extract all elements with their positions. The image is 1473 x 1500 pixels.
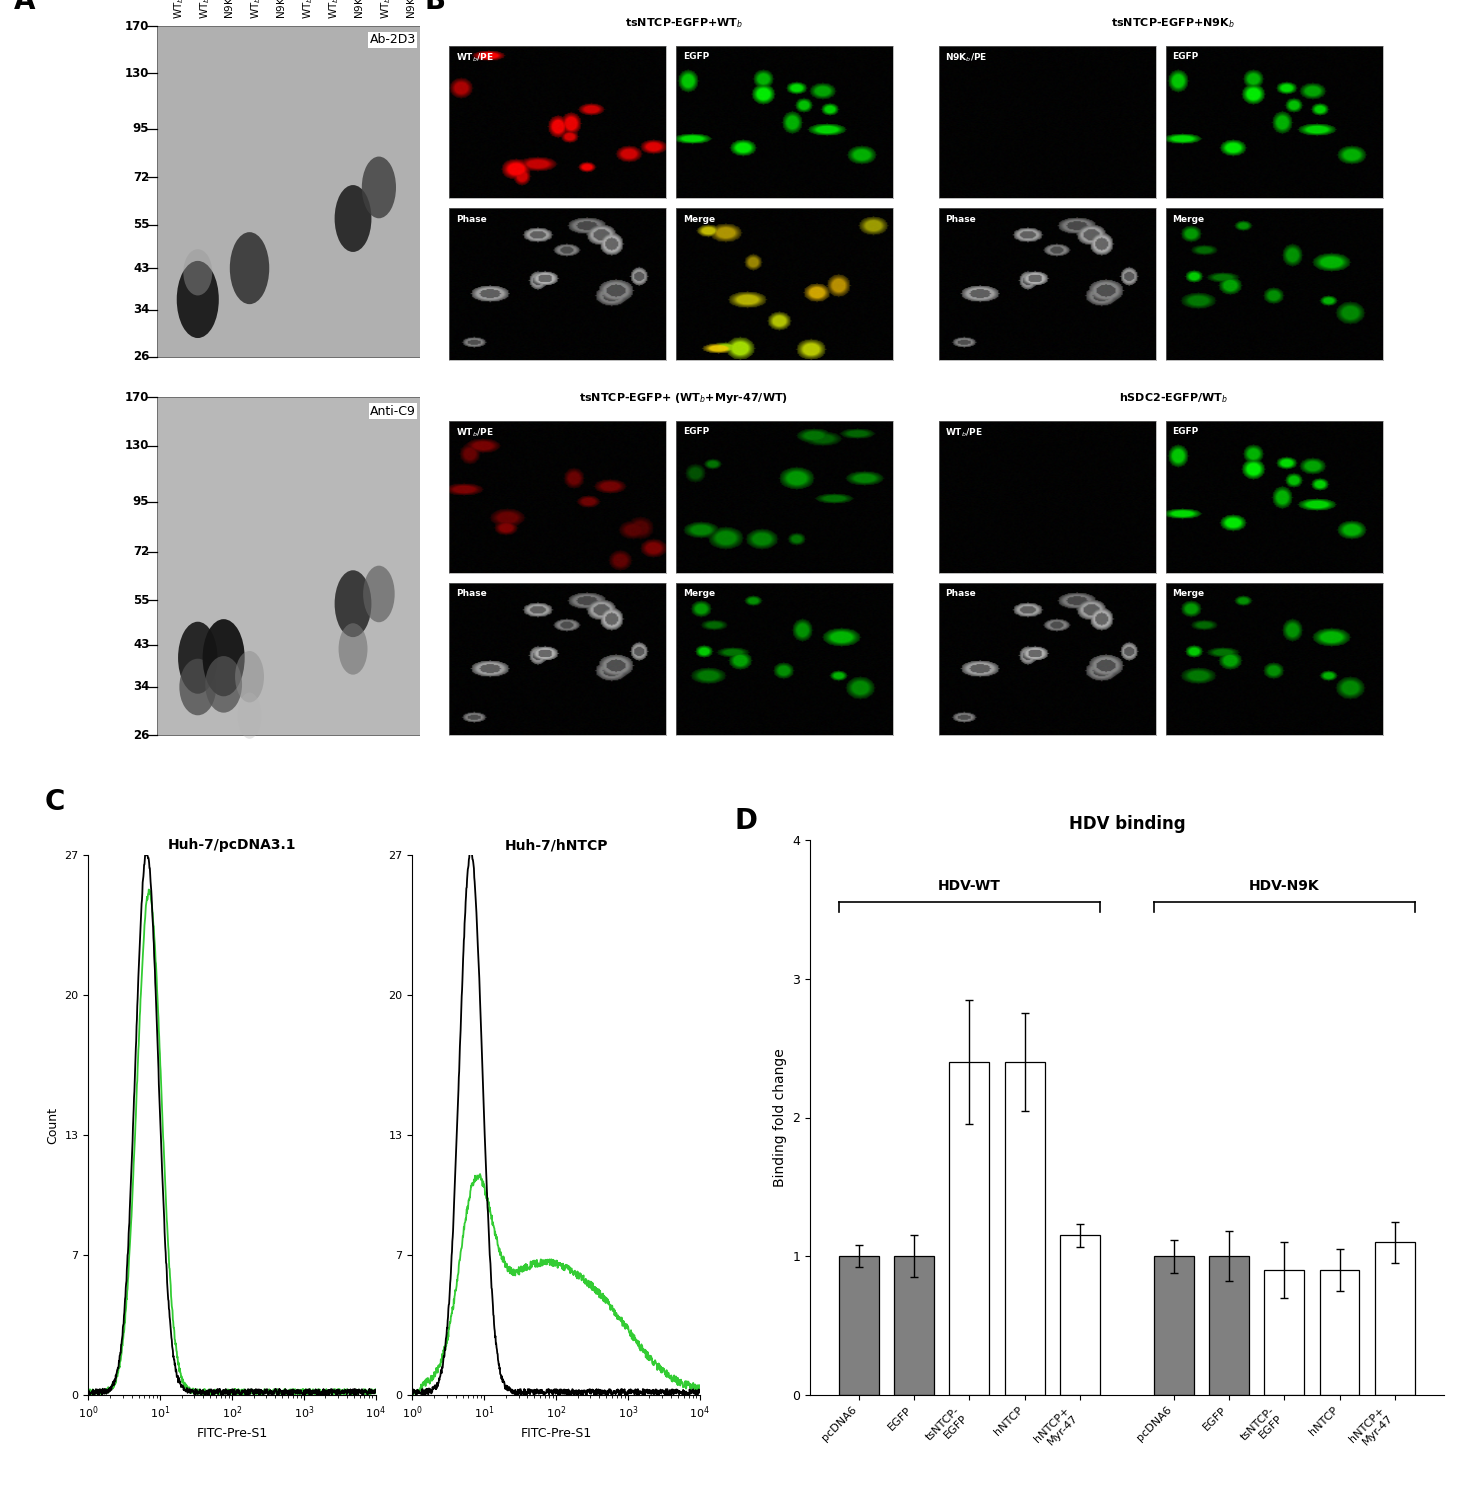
Text: tsNTCP-EGFP+ (WT$_b$+Myr-47/WT): tsNTCP-EGFP+ (WT$_b$+Myr-47/WT) xyxy=(579,390,788,405)
Text: 34: 34 xyxy=(133,303,149,316)
X-axis label: FITC-Pre-S1: FITC-Pre-S1 xyxy=(520,1426,592,1440)
Bar xyxy=(950,1062,990,1395)
Title: HDV binding: HDV binding xyxy=(1068,815,1186,833)
Title: Huh-7/hNTCP: Huh-7/hNTCP xyxy=(504,839,608,852)
Ellipse shape xyxy=(334,570,371,638)
Ellipse shape xyxy=(334,184,371,252)
Text: 55: 55 xyxy=(133,219,149,231)
Text: tsNTCP-EGFP+N9K$_b$: tsNTCP-EGFP+N9K$_b$ xyxy=(1111,16,1236,30)
Text: N9K$_b$: N9K$_b$ xyxy=(354,0,367,18)
Bar xyxy=(1374,1242,1414,1395)
Text: WT$_b$: WT$_b$ xyxy=(302,0,315,18)
Text: 55: 55 xyxy=(133,594,149,608)
Text: WT$_b$: WT$_b$ xyxy=(327,0,340,18)
Bar xyxy=(1005,1062,1044,1395)
Ellipse shape xyxy=(237,693,261,740)
Text: 95: 95 xyxy=(133,495,149,508)
Text: 26: 26 xyxy=(133,351,149,363)
Bar xyxy=(1264,1270,1304,1395)
Text: Ab-2D3: Ab-2D3 xyxy=(370,33,415,46)
Ellipse shape xyxy=(205,656,242,712)
Ellipse shape xyxy=(364,566,395,622)
Bar xyxy=(1153,1257,1193,1395)
Ellipse shape xyxy=(339,622,367,675)
Ellipse shape xyxy=(177,261,219,338)
Text: HDV-WT: HDV-WT xyxy=(938,879,1000,892)
Text: 170: 170 xyxy=(125,390,149,404)
Bar xyxy=(156,398,420,735)
Ellipse shape xyxy=(183,249,212,296)
Text: 72: 72 xyxy=(133,546,149,558)
Text: 43: 43 xyxy=(133,261,149,274)
X-axis label: FITC-Pre-S1: FITC-Pre-S1 xyxy=(196,1426,268,1440)
Ellipse shape xyxy=(230,232,270,304)
Ellipse shape xyxy=(178,621,218,693)
Ellipse shape xyxy=(362,156,396,219)
Text: HDV-N9K: HDV-N9K xyxy=(1249,879,1320,892)
Text: 34: 34 xyxy=(133,681,149,693)
Text: D: D xyxy=(734,807,757,834)
Text: WT$_b$: WT$_b$ xyxy=(197,0,212,18)
Y-axis label: Count: Count xyxy=(46,1107,59,1143)
Text: 130: 130 xyxy=(125,440,149,452)
Text: 72: 72 xyxy=(133,171,149,184)
Text: 26: 26 xyxy=(133,729,149,742)
Text: 95: 95 xyxy=(133,122,149,135)
Text: 130: 130 xyxy=(125,68,149,80)
Ellipse shape xyxy=(203,620,245,696)
Ellipse shape xyxy=(180,658,217,716)
Text: N9K$_b$: N9K$_b$ xyxy=(405,0,418,18)
Text: C: C xyxy=(44,788,65,816)
Bar xyxy=(1209,1257,1249,1395)
Text: WT$_b$: WT$_b$ xyxy=(172,0,186,18)
Text: 43: 43 xyxy=(133,638,149,651)
Bar xyxy=(1320,1270,1360,1395)
Bar xyxy=(894,1257,934,1395)
Text: A: A xyxy=(15,0,35,15)
Text: N9K$_b$: N9K$_b$ xyxy=(224,0,237,18)
Y-axis label: Binding fold change: Binding fold change xyxy=(773,1048,787,1186)
Text: N9K$_b$: N9K$_b$ xyxy=(275,0,289,18)
Bar xyxy=(1061,1236,1100,1395)
Bar xyxy=(156,26,420,357)
Ellipse shape xyxy=(236,651,264,702)
Text: hSDC2-EGFP/WT$_b$: hSDC2-EGFP/WT$_b$ xyxy=(1119,392,1227,405)
Text: B: B xyxy=(424,0,445,15)
Text: WT$_b$: WT$_b$ xyxy=(379,0,393,18)
Text: Anti-C9: Anti-C9 xyxy=(370,405,415,417)
Text: WT$_b$: WT$_b$ xyxy=(249,0,264,18)
Text: tsNTCP-EGFP+WT$_b$: tsNTCP-EGFP+WT$_b$ xyxy=(625,16,742,30)
Title: Huh-7/pcDNA3.1: Huh-7/pcDNA3.1 xyxy=(168,839,296,852)
Bar xyxy=(840,1257,879,1395)
Text: 170: 170 xyxy=(125,20,149,33)
